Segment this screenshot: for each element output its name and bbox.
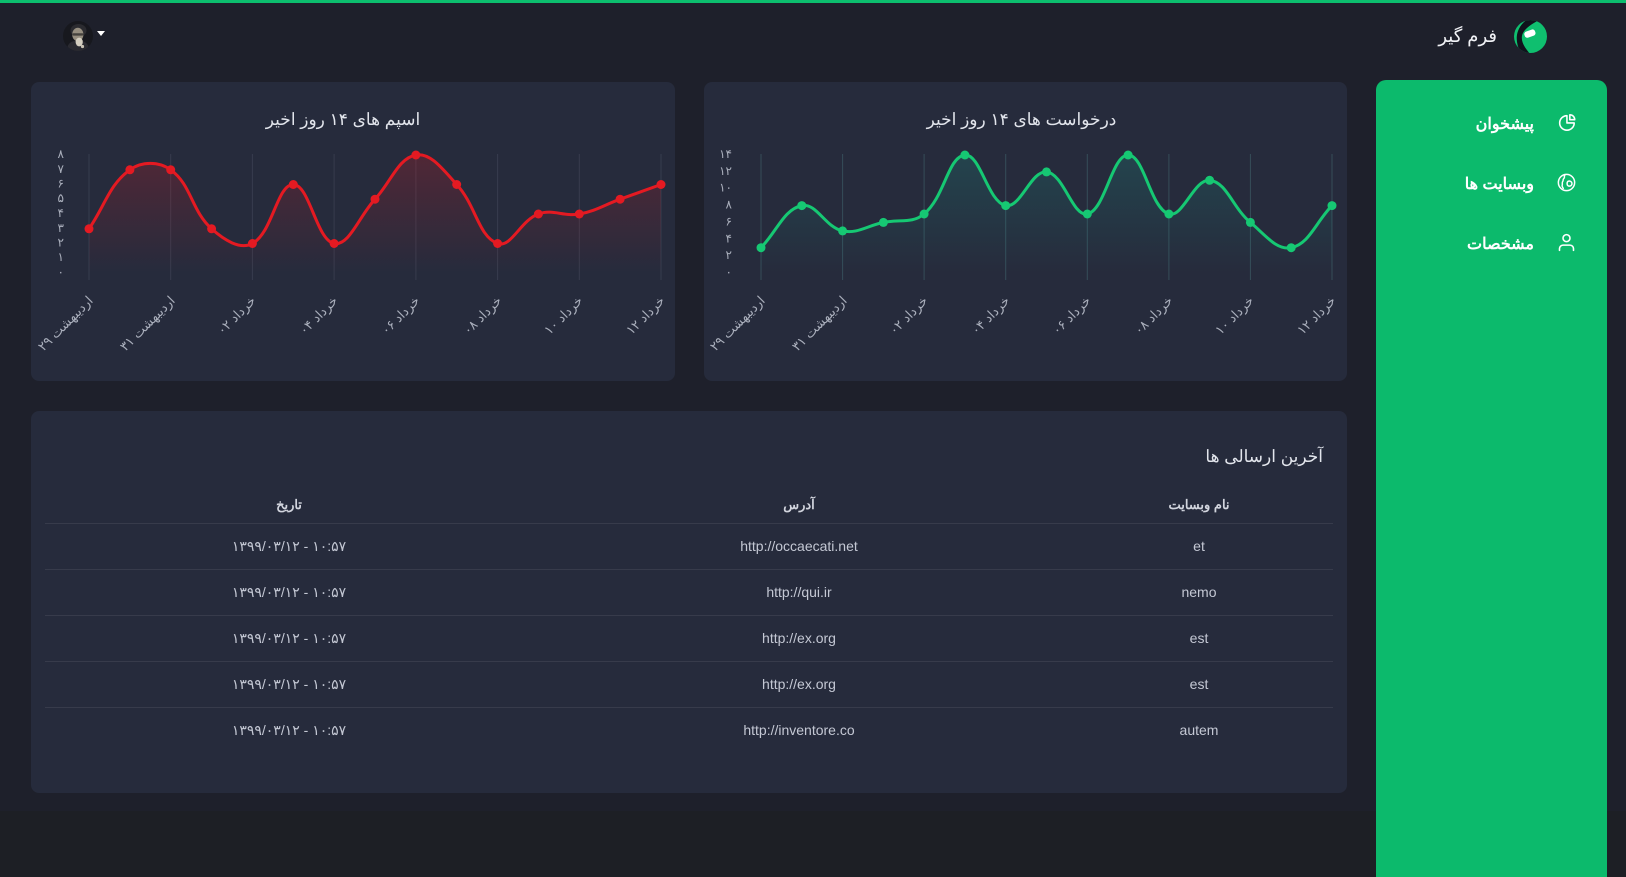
- svg-text:۵: ۵: [58, 191, 64, 205]
- svg-text:۸: ۸: [58, 147, 65, 161]
- svg-text:۶: ۶: [58, 177, 64, 191]
- svg-text:۲: ۲: [58, 236, 64, 250]
- svg-text:۲: ۲: [726, 248, 732, 262]
- svg-text:۴: ۴: [726, 231, 732, 245]
- svg-text:۶: ۶: [726, 214, 732, 228]
- svg-text:۳: ۳: [58, 221, 65, 235]
- svg-text:۰: ۰: [726, 265, 732, 279]
- svg-text:۱۰: ۱۰: [719, 181, 732, 195]
- svg-text:۴: ۴: [58, 206, 64, 220]
- svg-text:۱۴: ۱۴: [719, 147, 732, 161]
- svg-text:۰: ۰: [58, 265, 64, 279]
- svg-text:۱۲: ۱۲: [719, 164, 732, 178]
- svg-text:۷: ۷: [58, 162, 65, 176]
- svg-text:۱: ۱: [58, 250, 64, 264]
- svg-text:۸: ۸: [726, 198, 733, 212]
